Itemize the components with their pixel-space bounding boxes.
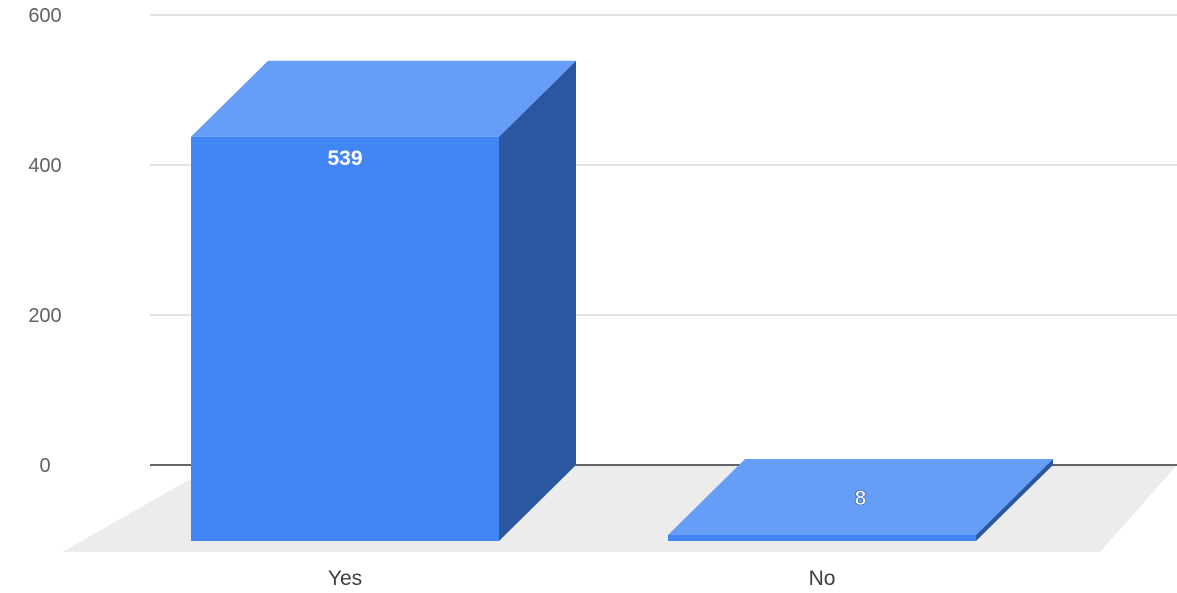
y-tick-label: 0 <box>39 455 50 477</box>
bar-no: 8 <box>668 459 1053 541</box>
bar-top-face <box>668 459 1053 535</box>
data-label: 539 <box>327 147 362 170</box>
bar-top-face <box>191 60 576 137</box>
y-axis-ticks: 0 200 400 600 <box>28 5 61 477</box>
y-tick-label: 600 <box>28 5 61 27</box>
bar-side-face <box>499 60 576 541</box>
bars: 539 8 <box>191 60 1053 541</box>
x-category-label: Yes <box>328 567 362 590</box>
data-label: 8 <box>855 487 867 510</box>
x-category-label: No <box>809 567 836 590</box>
x-axis-categories: Yes No <box>328 567 836 590</box>
y-tick-label: 400 <box>28 155 61 177</box>
y-tick-label: 200 <box>28 305 61 327</box>
bar-front-face <box>668 535 976 541</box>
bar-front-face <box>191 136 499 541</box>
bar-yes: 539 <box>191 60 576 541</box>
bar-side-face <box>976 459 1053 541</box>
